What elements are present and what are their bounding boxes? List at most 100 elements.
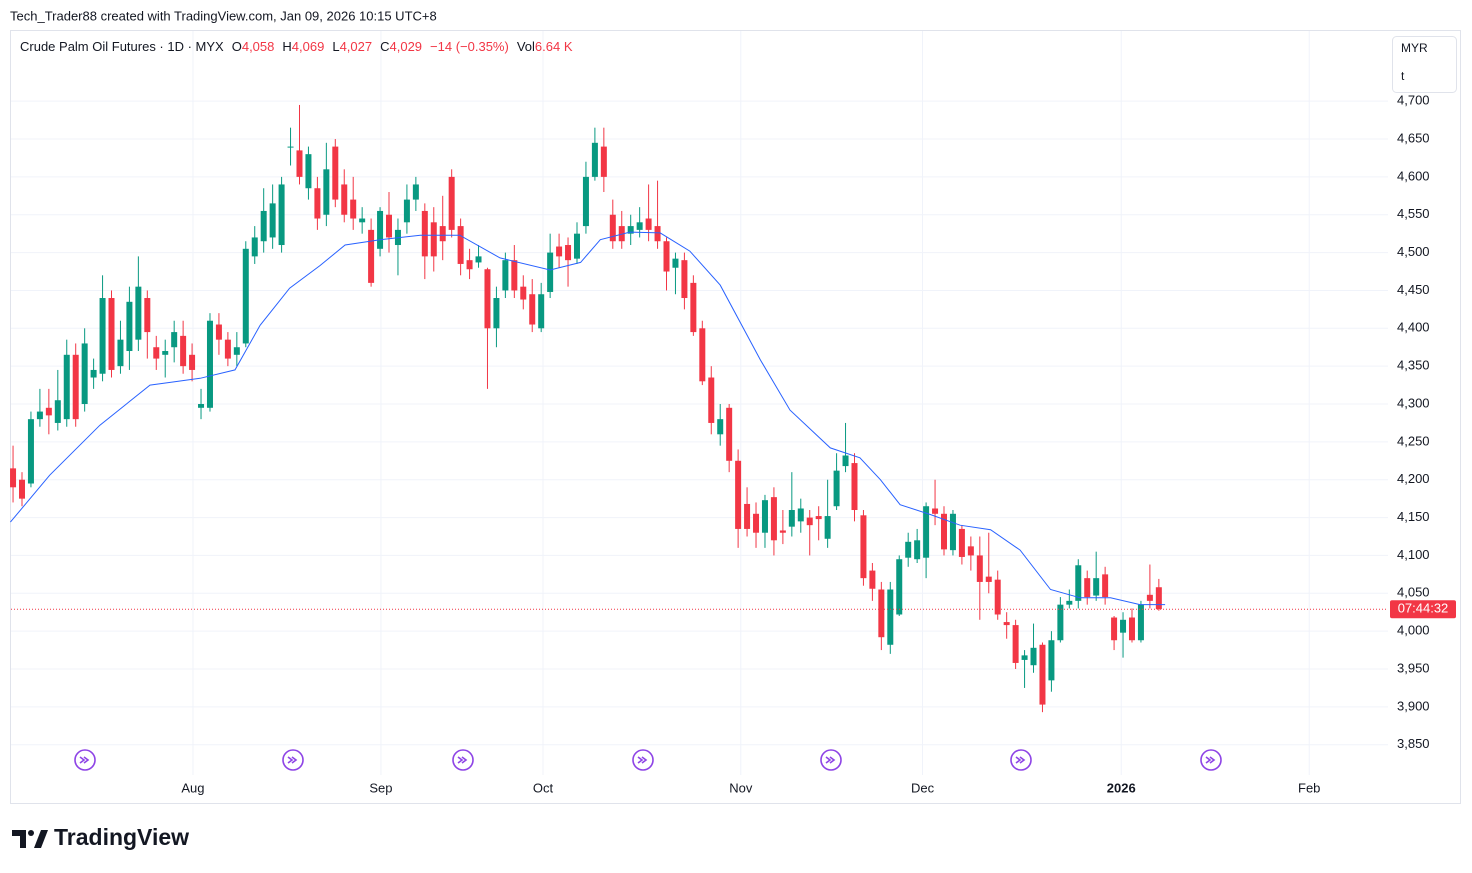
- grid: [11, 31, 1388, 775]
- x-tick-label: Dec: [911, 780, 935, 795]
- legend-key: L: [332, 39, 339, 54]
- candle-body: [565, 245, 572, 261]
- candle-body: [457, 226, 464, 264]
- candle-body: [475, 256, 482, 263]
- candle-body: [1137, 604, 1144, 641]
- candle-body: [708, 377, 715, 423]
- legend-change: −14 (−0.35%): [430, 39, 509, 54]
- candle-body: [699, 328, 706, 382]
- logo-icon: [12, 830, 26, 848]
- candle-body: [180, 335, 187, 367]
- candle-body: [1084, 578, 1091, 598]
- x-tick-label: Sep: [369, 780, 392, 795]
- event-icon[interactable]: [1010, 749, 1032, 771]
- candle-body: [466, 260, 473, 270]
- x-tick-label: Aug: [181, 780, 204, 795]
- y-tick-label: 3,950: [1397, 660, 1430, 675]
- candle-body: [54, 400, 61, 423]
- candle-body: [323, 169, 330, 215]
- legend-value: 4,069: [292, 39, 325, 54]
- y-tick-label: 3,900: [1397, 698, 1430, 713]
- candle-body: [842, 455, 849, 467]
- candle-body: [314, 188, 321, 219]
- event-icon[interactable]: [74, 749, 96, 771]
- candle-body: [1120, 619, 1127, 633]
- candle-body: [430, 222, 437, 257]
- candle-body: [976, 555, 983, 582]
- candle-body: [1146, 594, 1153, 601]
- candle-body: [1093, 578, 1100, 596]
- candle-body: [923, 506, 930, 558]
- candle-body: [896, 559, 903, 615]
- candle-body: [833, 470, 840, 507]
- candle-body: [10, 468, 17, 488]
- countdown: 07:44:32: [1398, 601, 1449, 616]
- candle-body: [645, 218, 652, 230]
- legend-symbol: Crude Palm Oil Futures · 1D · MYX: [20, 39, 224, 54]
- y-tick-label: 4,350: [1397, 358, 1430, 373]
- y-tick-label: 4,700: [1397, 93, 1430, 108]
- candle-body: [1066, 600, 1073, 605]
- candle-body: [1111, 617, 1118, 641]
- candle-body: [887, 589, 894, 645]
- y-tick-label: 4,550: [1397, 206, 1430, 221]
- x-tick-label: Feb: [1298, 780, 1320, 795]
- chart-frame: [10, 30, 1461, 804]
- y-tick-label: 4,650: [1397, 130, 1430, 145]
- candle-body: [967, 546, 974, 556]
- legend-key: C: [380, 39, 389, 54]
- currency: MYR: [1401, 41, 1428, 55]
- candle-body: [636, 222, 643, 230]
- candle-body: [206, 320, 213, 408]
- candle-body: [744, 503, 751, 529]
- candle-body: [735, 460, 742, 529]
- candle-body: [27, 419, 34, 484]
- candle-body: [63, 354, 70, 420]
- currency-box[interactable]: [1392, 36, 1457, 93]
- attribution: Tech_Trader88 created with TradingView.c…: [10, 8, 437, 23]
- candle-body: [1075, 565, 1082, 601]
- candle-body: [305, 154, 312, 189]
- y-tick-label: 4,450: [1397, 282, 1430, 297]
- candle-body: [189, 354, 196, 370]
- candle-body: [573, 233, 580, 259]
- candle-body: [654, 226, 661, 242]
- candle-body: [484, 269, 491, 329]
- logo-icon: [34, 830, 48, 848]
- y-tick-label: 4,600: [1397, 168, 1430, 183]
- candle-body: [556, 246, 563, 257]
- candle-body: [582, 176, 589, 227]
- moving-average: [10, 231, 1166, 606]
- event-icon[interactable]: [820, 749, 842, 771]
- candle-body: [529, 294, 536, 325]
- candle-body: [851, 463, 858, 511]
- candle-body: [377, 210, 384, 249]
- candle-body: [359, 218, 366, 223]
- candle-body: [18, 479, 25, 499]
- candle-body: [135, 286, 142, 340]
- y-tick-label: 4,150: [1397, 509, 1430, 524]
- y-tick-label: 4,400: [1397, 320, 1430, 335]
- candle-body: [1102, 574, 1109, 598]
- event-icon[interactable]: [452, 749, 474, 771]
- candle-body: [941, 513, 948, 550]
- legend-value: 4,029: [390, 39, 423, 54]
- candle-body: [994, 579, 1001, 615]
- candle-body: [958, 528, 965, 557]
- candle-body: [869, 570, 876, 589]
- candle-body: [448, 176, 455, 230]
- candle-body: [511, 260, 518, 291]
- candle-body: [278, 184, 285, 246]
- y-tick-label: 4,200: [1397, 471, 1430, 486]
- event-icon[interactable]: [632, 749, 654, 771]
- candle-body: [663, 241, 670, 272]
- candle-body: [242, 248, 249, 344]
- legend-key: H: [282, 39, 291, 54]
- candle-body: [332, 146, 339, 200]
- candle-body: [860, 515, 867, 579]
- candle-body: [770, 497, 777, 541]
- event-icon[interactable]: [282, 749, 304, 771]
- event-icon[interactable]: [1200, 749, 1222, 771]
- legend-volume: 6.64 K: [535, 39, 573, 54]
